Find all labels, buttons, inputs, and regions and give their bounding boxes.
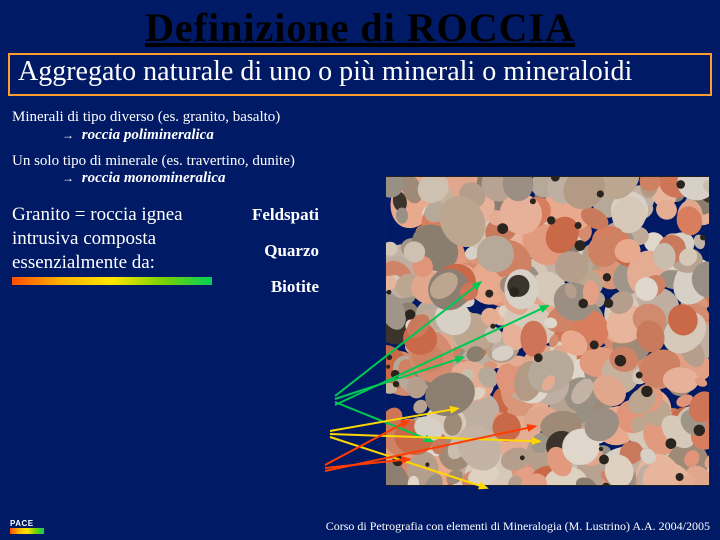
poly-term: roccia polimineralica <box>82 127 214 143</box>
para-poly-intro: Minerali di tipo diverso (es. granito, b… <box>12 108 362 127</box>
slide-title: Definizione di ROCCIA <box>0 0 720 51</box>
granite-text: Granito = roccia ignea intrusiva compost… <box>12 203 212 284</box>
definition-text: Aggregato naturale di uno o più minerali… <box>18 57 702 88</box>
pace-logo: PACE <box>10 519 44 534</box>
mono-term: roccia monomineralica <box>82 170 226 186</box>
poly-line: → roccia polimineralica <box>12 127 362 144</box>
pace-bar <box>10 528 44 534</box>
footer: PACE Corso di Petrografia con elementi d… <box>0 519 720 534</box>
mono-line: → roccia monomineralica <box>12 170 362 187</box>
para-mono-intro: Un solo tipo di minerale (es. travertino… <box>12 152 362 171</box>
definition-box: Aggregato naturale di uno o più minerali… <box>8 53 712 96</box>
arrow-icon: → <box>62 171 74 186</box>
course-info: Corso di Petrografia con elementi di Min… <box>326 519 710 534</box>
label-biotite: Biotite <box>224 277 319 297</box>
label-feldspati: Feldspati <box>224 205 319 225</box>
mineral-labels: Feldspati Quarzo Biotite <box>224 205 319 297</box>
arrow-icon: → <box>62 128 74 143</box>
pace-text: PACE <box>10 519 44 528</box>
label-quarzo: Quarzo <box>224 241 319 261</box>
